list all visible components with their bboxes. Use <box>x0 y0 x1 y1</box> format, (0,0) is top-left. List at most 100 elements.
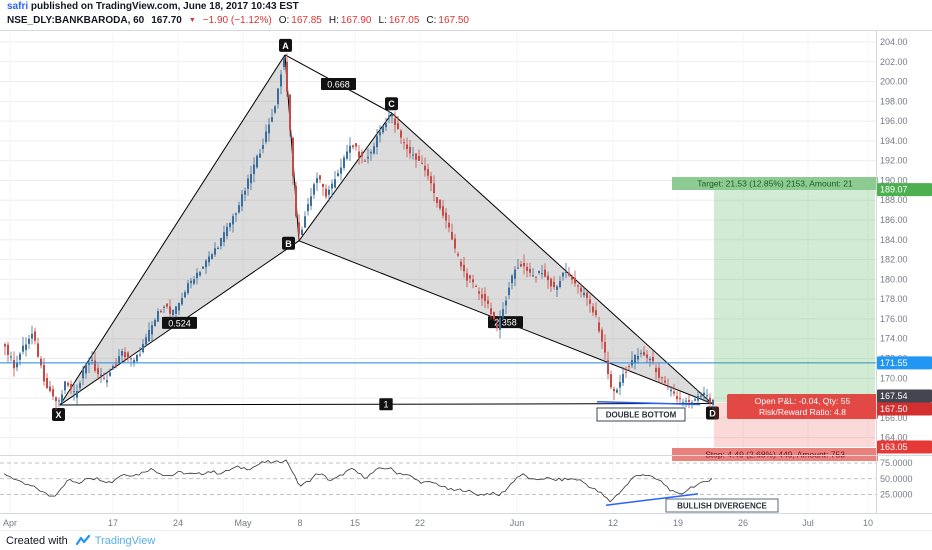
candle-body <box>214 248 216 255</box>
candle-body <box>406 144 408 150</box>
candle-body <box>583 292 585 296</box>
candle-body <box>25 344 27 350</box>
price-badge-box[interactable] <box>877 402 932 416</box>
pattern-line-cd[interactable] <box>391 112 713 404</box>
candle-body <box>520 263 522 267</box>
candle-body <box>412 154 414 156</box>
candle-body <box>28 338 30 344</box>
pattern-point-box[interactable] <box>282 236 295 250</box>
pnl-box[interactable] <box>727 394 878 419</box>
candle-body <box>538 271 540 273</box>
author-link[interactable]: safri <box>7 1 29 12</box>
candle-body <box>517 267 519 269</box>
time-scale[interactable]: Apr 17 24 May 8 15 22 Jun 12 19 26 Jul 10 <box>3 518 873 528</box>
candle-body <box>685 400 687 402</box>
pattern-point-box[interactable] <box>706 406 719 420</box>
price-scale[interactable]: 204.00 202.00 200.00 198.00 196.00 194.00 192.… <box>877 37 932 454</box>
pattern-point-box[interactable] <box>279 38 292 52</box>
candle-body <box>223 232 225 243</box>
candle-body <box>313 184 315 195</box>
pattern-line-bc[interactable] <box>298 112 393 242</box>
candle-body <box>64 381 66 391</box>
candle-body <box>703 392 705 396</box>
candle-body <box>190 280 192 284</box>
candle-body <box>433 183 435 193</box>
candle-body <box>688 400 690 402</box>
bullish-divergence-label-box[interactable] <box>665 498 779 513</box>
candle-body <box>355 143 357 147</box>
candle-body <box>475 285 477 287</box>
time-axis-label: 19 <box>673 518 683 528</box>
candle-body <box>619 381 621 388</box>
divergence-trendline[interactable] <box>605 493 699 506</box>
candle-body <box>73 391 75 393</box>
candle-body <box>103 377 105 379</box>
price-badge-box[interactable] <box>877 389 932 403</box>
oscillator-scale[interactable]: 75.0000 50.0000 25.0000 <box>880 458 913 500</box>
candle-body <box>649 359 651 361</box>
double-bottom-label-box[interactable] <box>596 407 686 422</box>
tradingview-logo-icon[interactable] <box>75 534 91 547</box>
candle-body <box>586 292 588 298</box>
pattern-point-box[interactable] <box>385 97 398 111</box>
oscillator-axis-label: 25.0000 <box>880 490 913 500</box>
candle-body <box>562 272 564 277</box>
fib-ratio-label-box <box>379 398 393 411</box>
candle-body <box>574 277 576 284</box>
price-badge-box[interactable] <box>877 183 932 197</box>
candle-body <box>121 351 123 356</box>
price-badge-box[interactable] <box>877 356 932 370</box>
candle-body <box>466 273 468 281</box>
candle-body <box>175 306 177 314</box>
candle-body <box>241 194 243 207</box>
pattern-point-box[interactable] <box>52 407 65 421</box>
candle-body <box>640 352 642 354</box>
created-with-text: Created with <box>6 534 68 547</box>
double-bottom-trendline[interactable] <box>596 401 701 406</box>
candle-body <box>277 88 279 105</box>
candle-body <box>505 300 507 306</box>
candle-body <box>55 397 57 402</box>
candle-body <box>682 402 684 404</box>
candle-body <box>694 399 696 401</box>
price-axis-label: 194.00 <box>880 136 908 146</box>
price-axis-label: 190.00 <box>880 175 908 185</box>
candle-body <box>10 356 12 358</box>
candle-body <box>109 372 111 376</box>
candle-body <box>295 186 297 217</box>
candle-body <box>385 123 387 128</box>
candle-body <box>19 353 21 360</box>
candle-body <box>598 322 600 332</box>
price-badge-box[interactable] <box>877 440 932 454</box>
candle-body <box>712 399 714 405</box>
candle-body <box>205 260 207 268</box>
price-axis-label: 188.00 <box>880 195 908 205</box>
harmonic-pattern[interactable]: 0.524 0.668 2.358 1 X A B C D <box>52 38 719 421</box>
price-badge: 167.50 <box>880 404 908 414</box>
pattern-line-xa[interactable] <box>59 54 286 406</box>
candle-body <box>439 199 441 209</box>
ohlc-open: O: 167.85 <box>278 15 322 26</box>
fib-ratio-label-box <box>162 316 197 329</box>
pattern-fill-xab <box>60 54 299 405</box>
candle-body <box>622 373 624 383</box>
ohlc-close: C: 167.50 <box>426 15 469 26</box>
candle-body <box>145 337 147 345</box>
candle-body <box>478 291 480 294</box>
oscillator-pane[interactable]: BULLISH DIVERGENCE <box>0 459 876 513</box>
chart-area[interactable]: 0.524 0.668 2.358 1 X A B C D Target: 21.53 (12.8… <box>0 30 932 530</box>
target-zone[interactable] <box>714 189 875 403</box>
symbol-title[interactable]: NSE_DLY:BANKBARODA, 60 <box>7 15 145 26</box>
candle-body <box>463 264 465 272</box>
candle-body <box>628 366 630 368</box>
candle-body <box>268 124 270 134</box>
candle-body <box>445 212 447 221</box>
tradingview-brand-text[interactable]: TradingView <box>94 534 156 547</box>
candle-body <box>361 152 363 157</box>
position-tool[interactable]: Target: 21.53 (12.85%) 2153, Amount: 21 S… <box>672 177 878 461</box>
candle-body <box>472 279 474 283</box>
candle-body <box>448 222 450 228</box>
pattern-point-label: C <box>388 99 395 109</box>
candle-body <box>172 309 174 316</box>
